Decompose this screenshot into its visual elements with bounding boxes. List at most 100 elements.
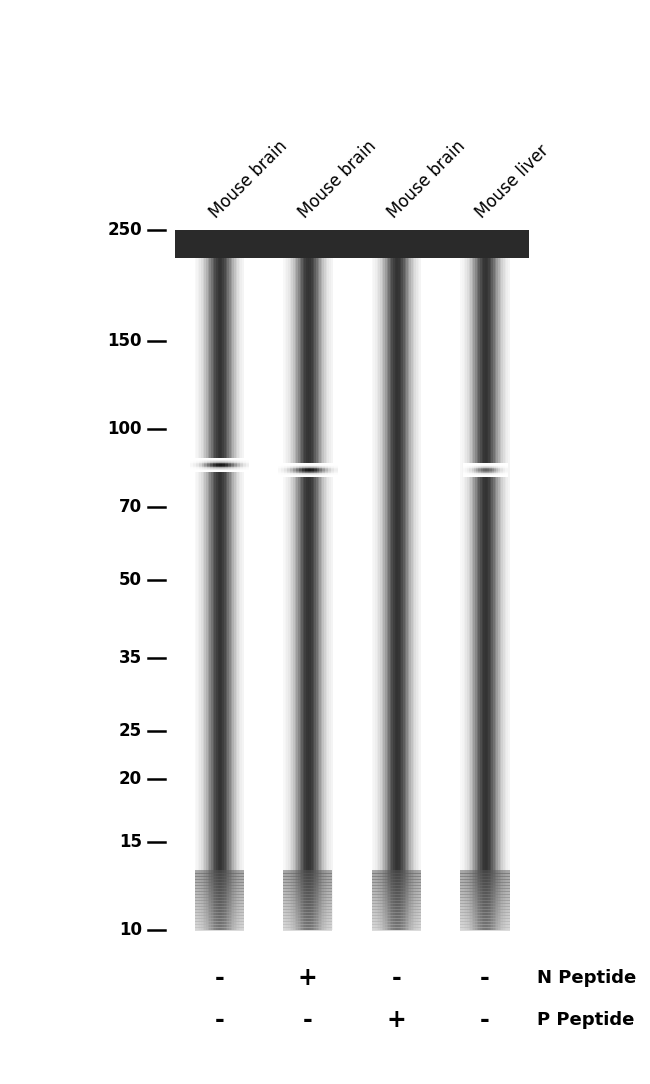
Bar [307, 476, 311, 477]
Bar [281, 473, 285, 474]
Bar [205, 468, 208, 469]
Bar [281, 470, 285, 472]
Bar [485, 476, 488, 477]
Text: -: - [480, 1008, 490, 1032]
Bar [216, 463, 220, 464]
Bar [476, 470, 479, 472]
Bar [193, 468, 196, 469]
Bar [306, 230, 308, 930]
Bar [293, 230, 295, 930]
Bar [467, 472, 470, 473]
Bar [211, 461, 214, 462]
Bar [283, 230, 285, 930]
Bar [222, 459, 226, 461]
Bar [487, 466, 490, 467]
Bar [474, 466, 476, 467]
Bar [496, 472, 499, 473]
Bar [463, 476, 465, 477]
Bar [284, 473, 288, 474]
Bar [469, 463, 472, 464]
Bar [202, 459, 205, 460]
Bar [278, 473, 282, 474]
Bar [234, 468, 237, 469]
Bar [469, 475, 472, 476]
Bar [296, 466, 300, 467]
Bar [334, 463, 337, 464]
Bar [196, 467, 199, 468]
Bar [205, 457, 208, 459]
Bar [483, 467, 486, 468]
Text: 50: 50 [119, 571, 142, 589]
Bar [222, 467, 226, 468]
Bar [228, 462, 231, 463]
Bar [231, 461, 234, 462]
Bar [228, 460, 231, 461]
Bar [311, 466, 314, 467]
Bar [234, 230, 236, 930]
Bar [194, 900, 244, 904]
Bar [221, 230, 223, 930]
Bar [499, 476, 501, 477]
Bar [478, 469, 481, 470]
Bar [278, 472, 282, 473]
Bar [224, 230, 226, 930]
Bar [322, 475, 326, 476]
Bar [488, 230, 490, 930]
Bar [281, 468, 285, 469]
Bar [317, 476, 320, 477]
Bar [505, 475, 508, 476]
Bar [494, 476, 497, 477]
Bar [467, 467, 470, 468]
Bar [491, 476, 494, 477]
Bar [299, 468, 302, 469]
Bar [476, 469, 479, 470]
Bar [505, 468, 508, 469]
Bar [494, 467, 497, 468]
Text: -: - [214, 1008, 224, 1032]
Bar [467, 474, 470, 475]
Bar [502, 470, 506, 472]
Bar [332, 476, 335, 477]
Bar [284, 466, 288, 467]
Bar [489, 466, 492, 467]
Bar [202, 459, 205, 461]
Bar [281, 474, 285, 475]
Bar [228, 468, 231, 469]
Bar [465, 467, 467, 469]
Bar [467, 469, 470, 470]
Bar [296, 464, 300, 465]
Bar [463, 230, 466, 930]
Bar [207, 230, 210, 930]
Bar [491, 230, 493, 930]
Bar [315, 230, 317, 930]
Bar [463, 474, 465, 475]
Bar [287, 468, 291, 469]
Bar [313, 475, 317, 476]
Bar [372, 891, 421, 895]
Bar [311, 476, 314, 477]
Bar [328, 467, 332, 468]
Bar [283, 918, 332, 922]
Bar [213, 470, 216, 473]
Bar [296, 469, 300, 470]
Bar [307, 473, 311, 474]
Bar [278, 474, 282, 475]
Bar [307, 463, 311, 464]
Bar [332, 465, 335, 466]
Bar [465, 463, 467, 464]
Bar [211, 464, 214, 465]
Bar [299, 464, 302, 465]
Bar [307, 472, 311, 473]
Bar [328, 476, 332, 477]
Bar [322, 476, 326, 477]
Bar [494, 476, 497, 477]
Bar [325, 470, 329, 472]
Bar [293, 466, 296, 467]
Bar [467, 469, 470, 470]
Bar [193, 469, 196, 470]
Bar [193, 470, 196, 473]
Bar [469, 468, 472, 469]
Bar [193, 466, 196, 467]
Bar [193, 468, 196, 470]
Bar [193, 459, 196, 460]
